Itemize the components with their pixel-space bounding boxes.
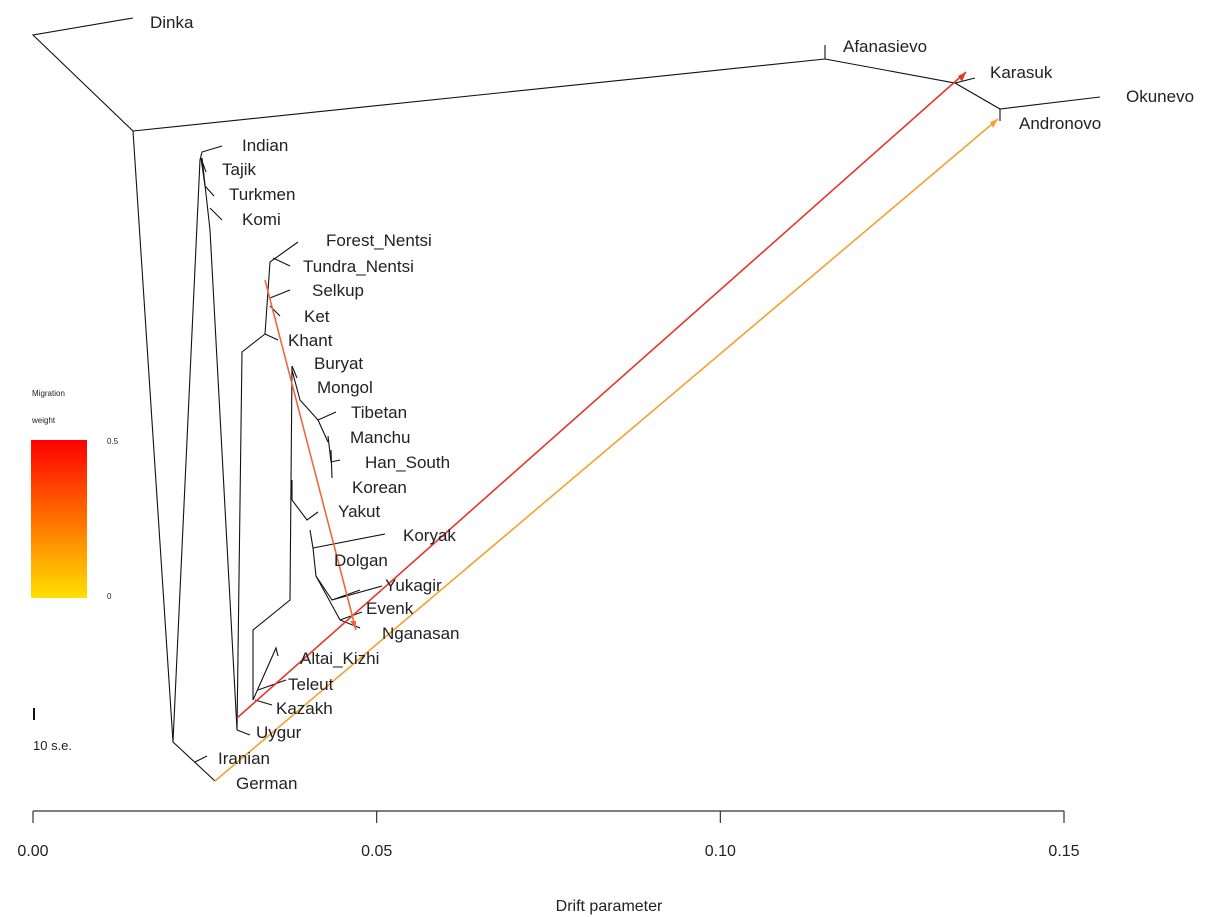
x-axis-label: Drift parameter xyxy=(556,898,663,915)
tip-label-korean: Korean xyxy=(352,478,407,497)
branch-karasuk-okunevo xyxy=(954,82,1101,110)
branch-yukagir xyxy=(331,585,383,601)
branch-siberian-stem xyxy=(236,333,266,731)
tip-label-forest-nentsi: Forest_Nentsi xyxy=(326,231,432,250)
legend-min-label: 0 xyxy=(107,592,112,601)
tip-label-turkmen: Turkmen xyxy=(229,185,295,204)
tip-label-tundra-nentsi: Tundra_Nentsi xyxy=(303,257,414,276)
branch-kazakh xyxy=(254,699,273,706)
tip-label-karasuk: Karasuk xyxy=(990,63,1053,82)
migration-edge-karasuk xyxy=(236,71,967,719)
x-tick-label: 0.10 xyxy=(705,843,736,860)
migration-arrow-nganasan xyxy=(350,621,356,630)
legend-max-label: 0.5 xyxy=(107,437,119,446)
branch-mongol xyxy=(291,369,337,421)
tip-label-tibetan: Tibetan xyxy=(351,403,407,422)
branch-forest-nentsi xyxy=(264,241,299,335)
tip-label-indian: Indian xyxy=(242,136,288,155)
tip-label-komi: Komi xyxy=(242,210,281,229)
x-tick-label: 0.15 xyxy=(1048,843,1079,860)
branch-manchu xyxy=(317,419,329,443)
branch-dolgan xyxy=(312,547,361,601)
tip-label-afanasievo: Afanasievo xyxy=(843,37,927,56)
x-tick-label: 0.00 xyxy=(17,843,48,860)
branch-west-clade xyxy=(172,145,223,743)
tree-branches xyxy=(31,17,1101,782)
legend-color-bar xyxy=(31,440,87,598)
tip-label-buryat: Buryat xyxy=(314,354,363,373)
legend-title-line1: Migration xyxy=(32,389,65,398)
tip-label-yakut: Yakut xyxy=(338,502,380,521)
legend-title-line2: weight xyxy=(31,416,56,425)
tip-label-evenk: Evenk xyxy=(366,599,414,618)
tip-label-kazakh: Kazakh xyxy=(276,699,333,718)
tip-label-tajik: Tajik xyxy=(222,160,257,179)
tip-label-manchu: Manchu xyxy=(350,428,410,447)
branch-komi-stem xyxy=(201,157,211,231)
branch-selkup xyxy=(269,289,291,299)
branch-tundra-nentsi xyxy=(272,257,291,267)
tip-label-khant: Khant xyxy=(288,331,333,350)
branch-buryat xyxy=(291,365,298,379)
scale-bar-label: 10 s.e. xyxy=(33,738,72,753)
branch-komi xyxy=(209,207,223,221)
tip-label-dolgan: Dolgan xyxy=(334,551,388,570)
x-tick-label: 0.05 xyxy=(361,843,392,860)
branch-iranian xyxy=(194,755,208,763)
branch-yakut-stem xyxy=(291,480,319,521)
tip-label-okunevo: Okunevo xyxy=(1126,87,1194,106)
migration-edge-andronovo xyxy=(214,118,999,782)
migration-edges xyxy=(214,71,999,782)
branch-korean xyxy=(330,449,333,479)
tip-label-mongol: Mongol xyxy=(317,378,373,397)
branch-altai-stem xyxy=(252,646,279,701)
migration-edge-nganasan xyxy=(264,279,357,631)
branch-east-stem xyxy=(252,365,293,700)
branch-uygur-tip xyxy=(236,729,251,736)
branch-root-afanasievo xyxy=(132,58,826,132)
tip-label-ket: Ket xyxy=(304,307,330,326)
tip-label-teleut: Teleut xyxy=(288,675,334,694)
branch-to-uygur xyxy=(209,229,238,731)
branch-afanasievo-karasuk xyxy=(824,58,976,84)
tip-label-uygur: Uygur xyxy=(256,723,302,742)
branch-teleut xyxy=(257,679,287,691)
tip-label-altai-kizhi: Altai_Kizhi xyxy=(300,649,379,668)
branch-dinka xyxy=(31,17,134,132)
tip-label-nganasan: Nganasan xyxy=(382,624,460,643)
tip-label-andronovo: Andronovo xyxy=(1019,114,1101,133)
migration-legend: Migration weight 0.5 0 xyxy=(31,389,119,601)
migration-arrow-karasuk xyxy=(958,72,966,82)
tip-label-yukagir: Yukagir xyxy=(385,576,442,595)
tip-label-iranian: Iranian xyxy=(218,749,270,768)
tip-label-german: German xyxy=(236,774,297,793)
branch-root-eurasia xyxy=(132,130,216,782)
migration-arrow-andronovo xyxy=(990,119,998,128)
branch-han-south xyxy=(327,435,341,463)
tip-label-selkup: Selkup xyxy=(312,281,364,300)
tip-label-dinka: Dinka xyxy=(150,13,194,32)
tip-label-han-south: Han_South xyxy=(365,453,450,472)
x-axis: 0.00 0.05 0.10 0.15 xyxy=(17,810,1080,860)
branch-koryak xyxy=(309,529,386,549)
tip-label-koryak: Koryak xyxy=(403,526,456,545)
branch-khant xyxy=(264,333,279,341)
scale-bar: 10 s.e. xyxy=(33,708,72,753)
tip-labels: Dinka Afanasievo Karasuk Okunevo Androno… xyxy=(150,13,1194,793)
